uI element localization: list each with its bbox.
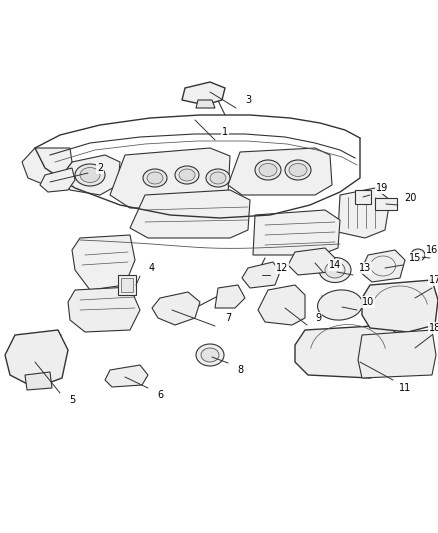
Ellipse shape xyxy=(75,164,105,186)
Ellipse shape xyxy=(255,160,281,180)
Polygon shape xyxy=(358,330,436,378)
Ellipse shape xyxy=(318,290,363,320)
Polygon shape xyxy=(25,372,52,390)
Polygon shape xyxy=(362,280,438,332)
Polygon shape xyxy=(215,285,245,308)
Text: 8: 8 xyxy=(237,365,243,375)
Polygon shape xyxy=(182,82,225,105)
Polygon shape xyxy=(258,285,305,325)
Ellipse shape xyxy=(179,169,195,181)
Text: 18: 18 xyxy=(429,323,438,333)
Text: 11: 11 xyxy=(399,383,411,393)
Bar xyxy=(375,198,397,210)
Polygon shape xyxy=(22,148,72,185)
Ellipse shape xyxy=(259,164,277,176)
Polygon shape xyxy=(72,235,135,290)
Ellipse shape xyxy=(319,257,351,282)
Text: 10: 10 xyxy=(362,297,374,307)
Polygon shape xyxy=(40,168,75,192)
Polygon shape xyxy=(242,262,280,288)
Ellipse shape xyxy=(289,164,307,176)
Ellipse shape xyxy=(206,169,230,187)
Polygon shape xyxy=(196,100,215,108)
Text: 7: 7 xyxy=(225,313,231,323)
Ellipse shape xyxy=(325,262,345,278)
Bar xyxy=(355,190,371,204)
Text: 19: 19 xyxy=(376,183,388,193)
Polygon shape xyxy=(152,292,200,325)
Text: 6: 6 xyxy=(157,390,163,400)
Polygon shape xyxy=(60,155,120,195)
Polygon shape xyxy=(253,210,340,255)
Text: 9: 9 xyxy=(315,313,321,323)
Ellipse shape xyxy=(196,344,224,366)
Text: 14: 14 xyxy=(329,260,341,270)
Ellipse shape xyxy=(147,172,163,184)
Ellipse shape xyxy=(411,249,425,261)
Text: 15: 15 xyxy=(409,253,421,263)
Text: 2: 2 xyxy=(97,163,103,173)
Polygon shape xyxy=(110,148,230,208)
Polygon shape xyxy=(68,287,140,332)
Polygon shape xyxy=(130,190,250,238)
Text: 4: 4 xyxy=(149,263,155,273)
Polygon shape xyxy=(295,325,400,378)
Ellipse shape xyxy=(285,160,311,180)
Polygon shape xyxy=(228,148,332,195)
Ellipse shape xyxy=(80,167,100,182)
Ellipse shape xyxy=(143,169,167,187)
Bar xyxy=(121,278,133,292)
Text: 1: 1 xyxy=(222,127,228,137)
Ellipse shape xyxy=(175,166,199,184)
Text: 5: 5 xyxy=(69,395,75,405)
Ellipse shape xyxy=(201,348,219,362)
Text: 17: 17 xyxy=(429,275,438,285)
Polygon shape xyxy=(360,250,405,282)
Polygon shape xyxy=(338,188,390,238)
Polygon shape xyxy=(105,365,148,387)
Text: 3: 3 xyxy=(245,95,251,105)
Text: 12: 12 xyxy=(276,263,288,273)
Ellipse shape xyxy=(210,172,226,184)
Text: 20: 20 xyxy=(404,193,416,203)
Text: 16: 16 xyxy=(426,245,438,255)
Text: 13: 13 xyxy=(359,263,371,273)
Bar xyxy=(118,275,136,295)
Polygon shape xyxy=(5,330,68,388)
Polygon shape xyxy=(288,248,335,275)
